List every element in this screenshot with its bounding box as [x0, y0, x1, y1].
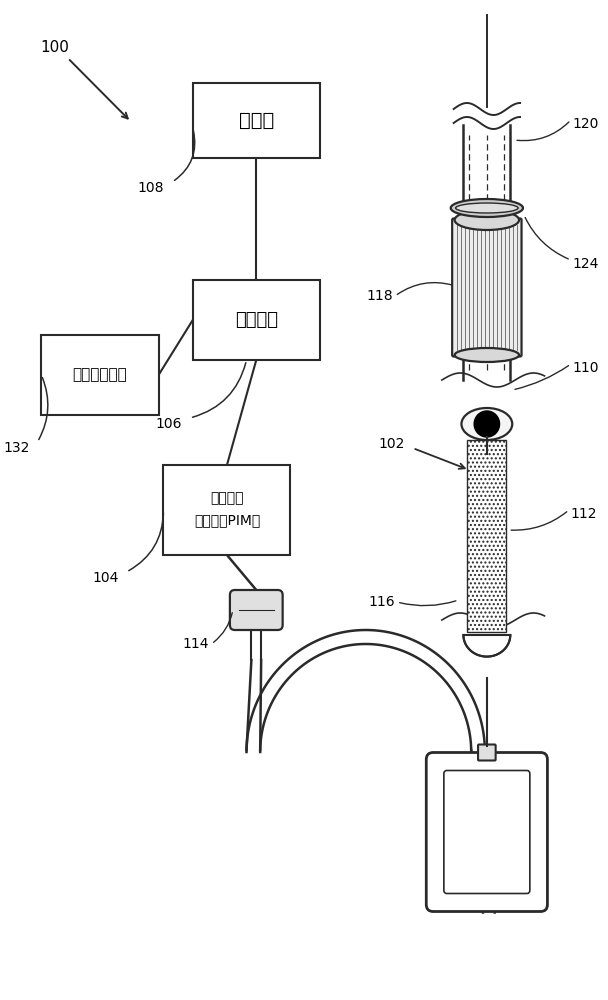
FancyBboxPatch shape: [468, 440, 506, 632]
Text: 108: 108: [138, 181, 164, 195]
FancyBboxPatch shape: [164, 465, 291, 555]
Text: 监视器: 监视器: [239, 110, 274, 129]
Text: 处理系统: 处理系统: [235, 311, 278, 329]
Text: 110: 110: [573, 361, 599, 375]
Polygon shape: [463, 635, 510, 657]
Text: 116: 116: [368, 595, 395, 609]
FancyBboxPatch shape: [468, 440, 506, 632]
Text: 124: 124: [573, 257, 599, 271]
FancyBboxPatch shape: [444, 770, 530, 894]
Ellipse shape: [461, 408, 513, 440]
FancyBboxPatch shape: [452, 219, 522, 357]
FancyBboxPatch shape: [41, 335, 159, 415]
Text: 外部成像系统: 外部成像系统: [72, 367, 127, 382]
Ellipse shape: [451, 199, 523, 217]
Text: 114: 114: [183, 637, 209, 651]
Text: 104: 104: [92, 571, 119, 585]
Text: 132: 132: [3, 441, 30, 455]
Text: 106: 106: [156, 417, 182, 431]
Text: 120: 120: [573, 117, 599, 131]
Text: 患者接口: 患者接口: [210, 491, 244, 505]
Ellipse shape: [455, 203, 518, 213]
Text: 112: 112: [571, 507, 598, 521]
Ellipse shape: [455, 348, 519, 362]
Text: 100: 100: [41, 40, 69, 55]
FancyBboxPatch shape: [230, 590, 283, 630]
FancyBboxPatch shape: [478, 744, 496, 760]
Text: 118: 118: [367, 289, 393, 303]
Ellipse shape: [455, 210, 519, 230]
FancyBboxPatch shape: [426, 752, 547, 912]
FancyBboxPatch shape: [193, 83, 320, 157]
FancyBboxPatch shape: [193, 280, 320, 360]
Text: 102: 102: [378, 437, 405, 451]
Text: 监视器（PIM）: 监视器（PIM）: [194, 513, 260, 527]
Circle shape: [474, 411, 500, 437]
